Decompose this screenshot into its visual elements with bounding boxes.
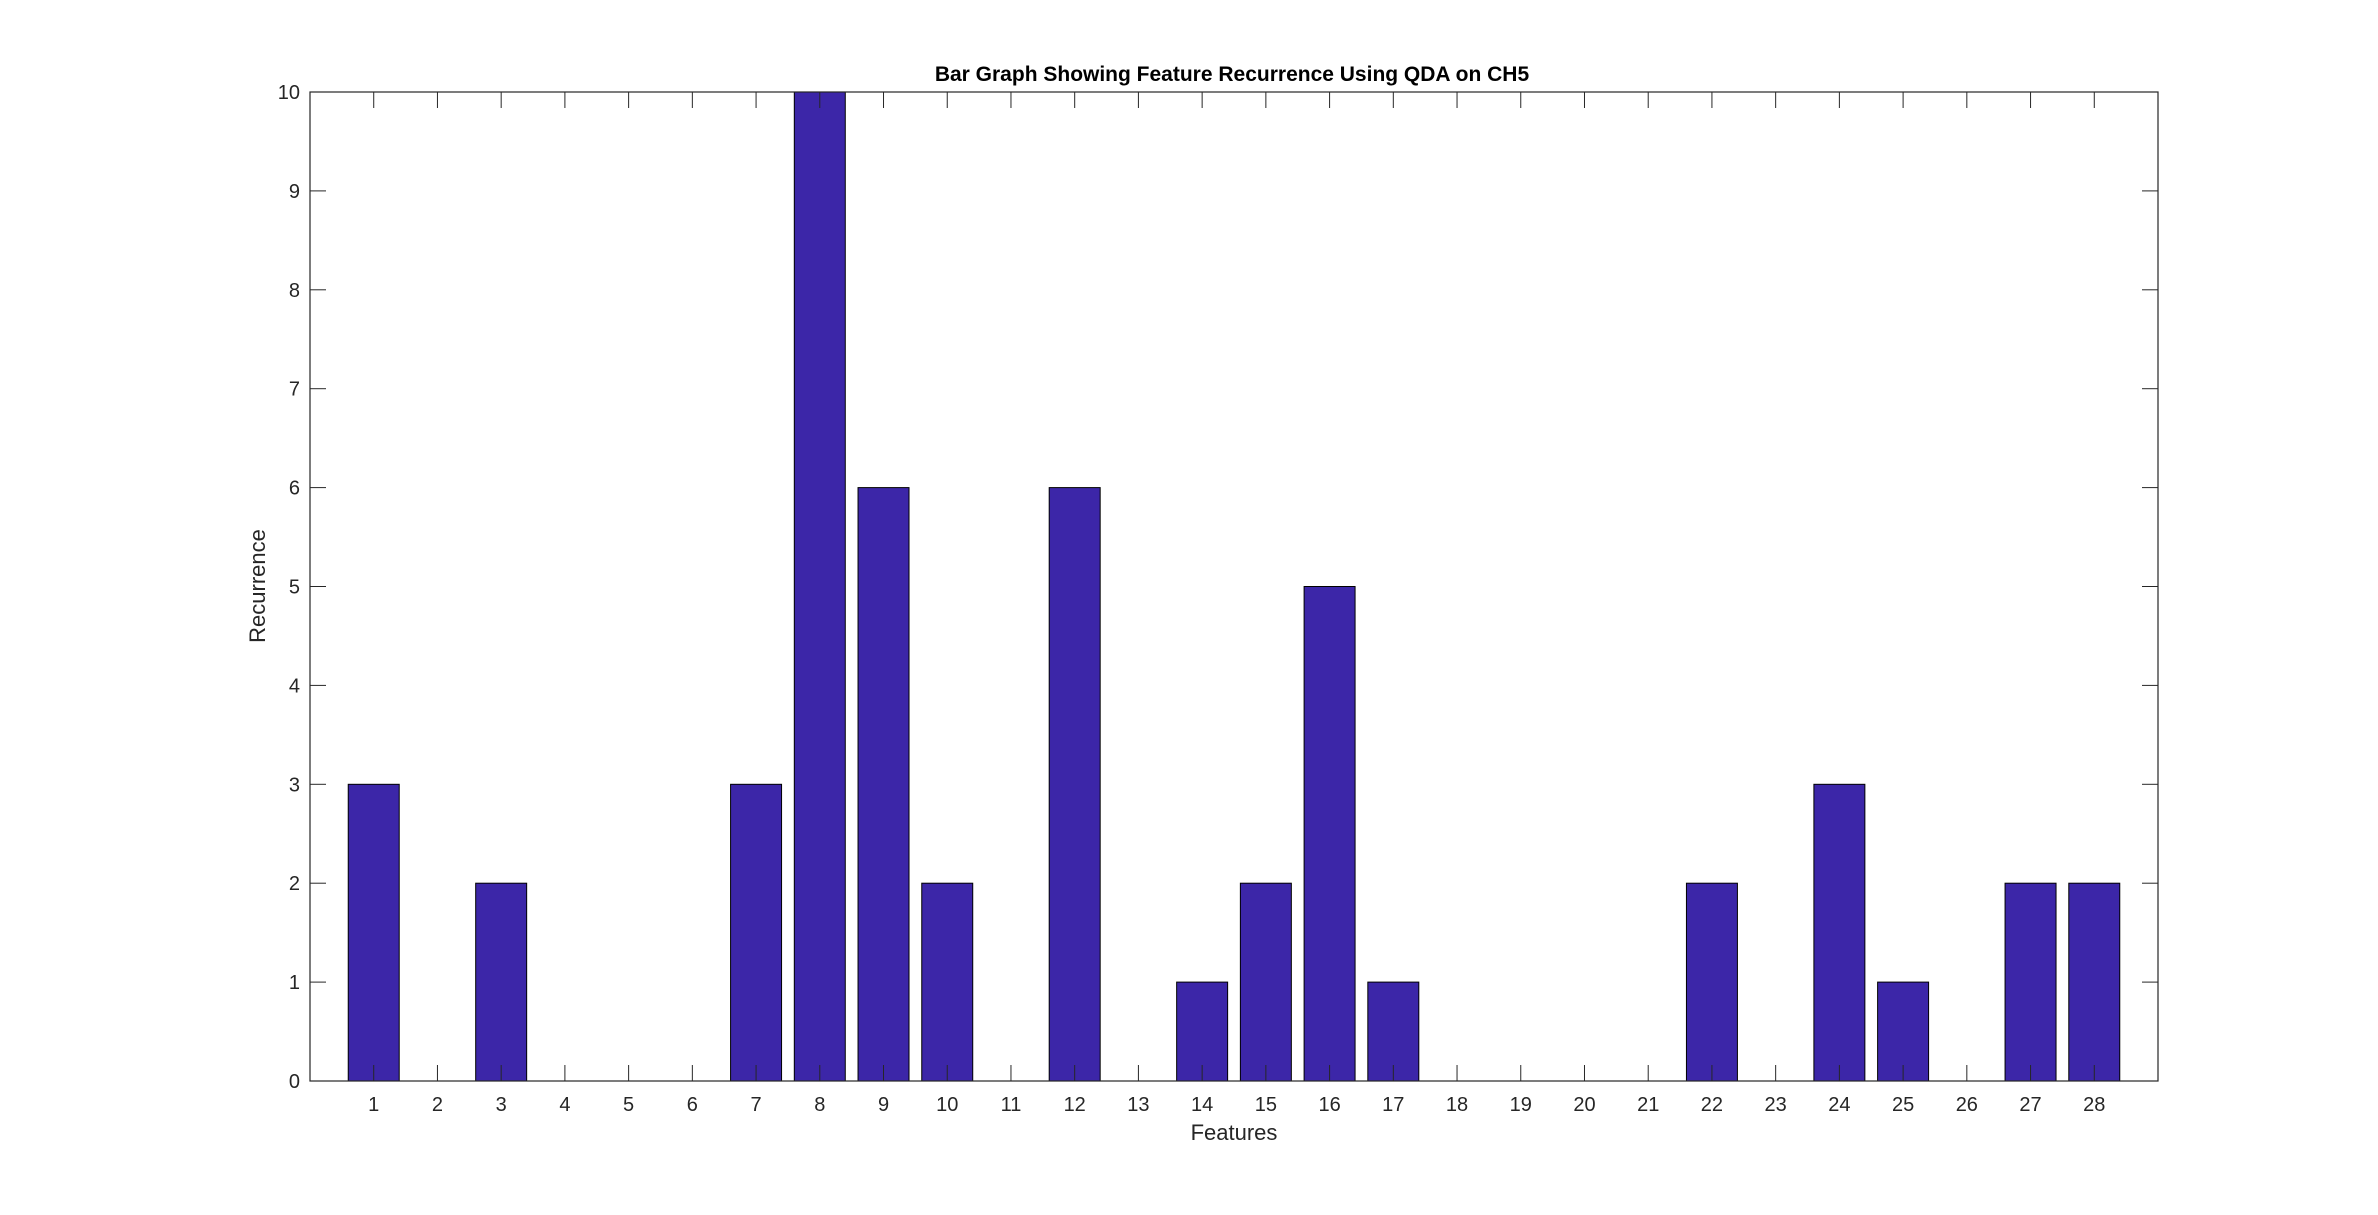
x-tick-label: 2 (432, 1094, 443, 1116)
x-tick-label: 14 (1191, 1094, 1213, 1116)
bar-feature-17 (1367, 981, 1420, 1082)
bar-feature-8 (793, 91, 846, 1082)
x-tick-label: 15 (1255, 1094, 1277, 1116)
x-tick-label: 21 (1637, 1094, 1659, 1116)
y-tick-label: 4 (289, 675, 300, 697)
plot-area-frame (309, 91, 2159, 1082)
bar-feature-25 (1877, 981, 1930, 1082)
x-tick-label: 4 (559, 1094, 570, 1116)
bar-feature-24 (1813, 783, 1866, 1082)
x-tick-label: 7 (751, 1094, 762, 1116)
x-tick-label: 5 (623, 1094, 634, 1116)
y-tick-label: 1 (289, 972, 300, 994)
x-tick-label: 22 (1701, 1094, 1723, 1116)
bar-feature-15 (1239, 882, 1292, 1082)
bar-feature-12 (1048, 487, 1101, 1082)
x-tick-label: 8 (814, 1094, 825, 1116)
bar-feature-1 (347, 783, 400, 1082)
bar-feature-7 (730, 783, 783, 1082)
y-tick-label: 0 (289, 1071, 300, 1093)
y-tick-label: 3 (289, 774, 300, 796)
x-tick-label: 6 (687, 1094, 698, 1116)
x-tick-label: 17 (1382, 1094, 1404, 1116)
x-tick-label: 25 (1892, 1094, 1914, 1116)
x-axis-label: Features (1191, 1120, 1278, 1145)
x-tick-label: 28 (2083, 1094, 2105, 1116)
y-axis-label: Recurrence (245, 529, 270, 643)
bar-feature-14 (1176, 981, 1229, 1082)
y-tick-label: 10 (278, 82, 300, 104)
bar-feature-10 (921, 882, 974, 1082)
bar-feature-3 (475, 882, 528, 1082)
x-tick-label: 10 (936, 1094, 958, 1116)
x-tick-label: 12 (1064, 1094, 1086, 1116)
x-tick-label: 3 (496, 1094, 507, 1116)
x-tick-label: 16 (1318, 1094, 1340, 1116)
y-tick-label: 9 (289, 181, 300, 203)
x-tick-label: 13 (1127, 1094, 1149, 1116)
x-tick-label: 18 (1446, 1094, 1468, 1116)
x-tick-label: 9 (878, 1094, 889, 1116)
x-tick-label: 1 (368, 1094, 379, 1116)
x-tick-label: 20 (1573, 1094, 1595, 1116)
chart-title: Bar Graph Showing Feature Recurrence Usi… (935, 63, 1530, 86)
axis-ticks-group (310, 91, 2158, 1082)
y-tick-label: 5 (289, 577, 300, 599)
bar-feature-28 (2068, 882, 2121, 1082)
y-tick-label: 2 (289, 873, 300, 895)
y-tick-label: 8 (289, 280, 300, 302)
y-tick-labels: 0 1 2 3 4 5 6 7 8 9 10 (278, 82, 300, 1093)
bar-feature-16 (1303, 586, 1356, 1082)
x-tick-label: 19 (1510, 1094, 1532, 1116)
bar-feature-9 (857, 487, 910, 1082)
x-tick-label: 26 (1956, 1094, 1978, 1116)
y-tick-label: 6 (289, 478, 300, 500)
x-tick-label: 27 (2019, 1094, 2041, 1116)
x-tick-label: 11 (1001, 1094, 1022, 1116)
x-tick-label: 24 (1828, 1094, 1850, 1116)
bars-group (347, 91, 2121, 1082)
x-tick-label: 23 (1765, 1094, 1787, 1116)
bar-feature-27 (2004, 882, 2057, 1082)
bar-feature-22 (1685, 882, 1738, 1082)
y-tick-label: 7 (289, 379, 300, 401)
x-tick-labels: 1 2 3 4 5 6 7 8 9 10 11 12 13 14 15 16 17 18 19 20 21 22 23 24 2… (368, 1094, 2105, 1116)
